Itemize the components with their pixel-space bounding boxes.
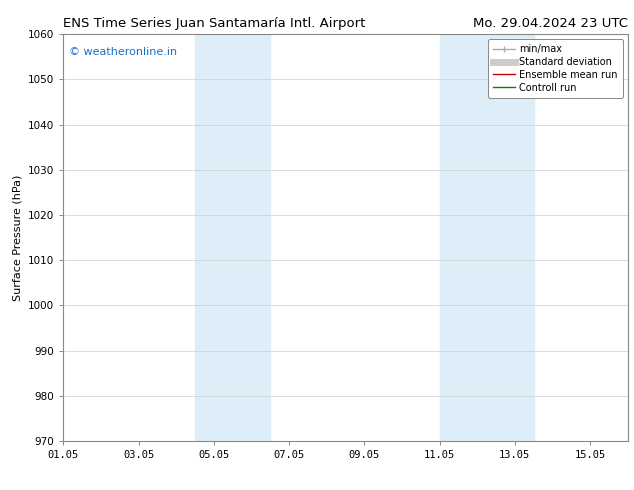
Legend: min/max, Standard deviation, Ensemble mean run, Controll run: min/max, Standard deviation, Ensemble me… xyxy=(488,39,623,98)
Text: ENS Time Series Juan Santamaría Intl. Airport: ENS Time Series Juan Santamaría Intl. Ai… xyxy=(63,17,366,30)
Bar xyxy=(195,34,270,441)
Text: © weatheronline.in: © weatheronline.in xyxy=(69,47,177,56)
Text: Mo. 29.04.2024 23 UTC: Mo. 29.04.2024 23 UTC xyxy=(473,17,628,30)
Y-axis label: Surface Pressure (hPa): Surface Pressure (hPa) xyxy=(13,174,23,301)
Bar xyxy=(439,34,534,441)
